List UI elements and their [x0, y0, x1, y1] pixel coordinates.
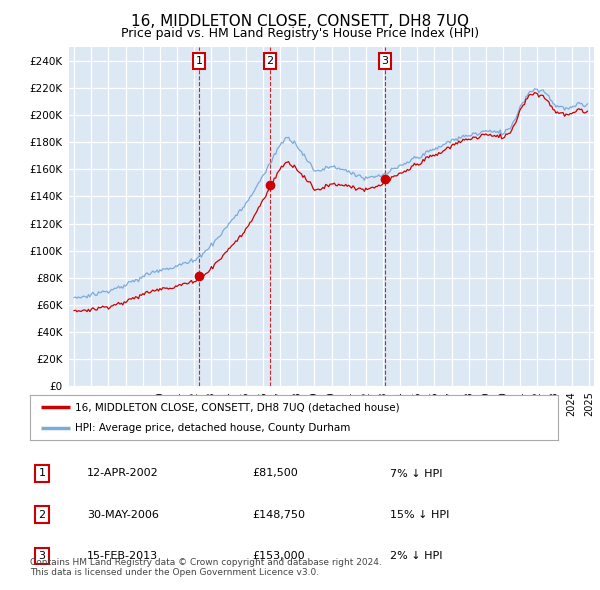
- Text: 2% ↓ HPI: 2% ↓ HPI: [390, 551, 443, 561]
- Text: 12-APR-2002: 12-APR-2002: [87, 468, 159, 478]
- Text: 16, MIDDLETON CLOSE, CONSETT, DH8 7UQ (detached house): 16, MIDDLETON CLOSE, CONSETT, DH8 7UQ (d…: [75, 402, 400, 412]
- Text: Contains HM Land Registry data © Crown copyright and database right 2024.
This d: Contains HM Land Registry data © Crown c…: [30, 558, 382, 577]
- Text: £81,500: £81,500: [252, 468, 298, 478]
- Text: 3: 3: [38, 551, 46, 561]
- Text: HPI: Average price, detached house, County Durham: HPI: Average price, detached house, Coun…: [75, 422, 350, 432]
- Text: 1: 1: [196, 56, 203, 65]
- Text: £153,000: £153,000: [252, 551, 305, 561]
- Text: 1: 1: [38, 468, 46, 478]
- Text: 30-MAY-2006: 30-MAY-2006: [87, 510, 159, 520]
- Text: 15% ↓ HPI: 15% ↓ HPI: [390, 510, 449, 520]
- Text: 2: 2: [266, 56, 274, 65]
- Text: £148,750: £148,750: [252, 510, 305, 520]
- Text: 16, MIDDLETON CLOSE, CONSETT, DH8 7UQ: 16, MIDDLETON CLOSE, CONSETT, DH8 7UQ: [131, 14, 469, 29]
- Text: 3: 3: [382, 56, 389, 65]
- Text: 15-FEB-2013: 15-FEB-2013: [87, 551, 158, 561]
- Text: Price paid vs. HM Land Registry's House Price Index (HPI): Price paid vs. HM Land Registry's House …: [121, 27, 479, 40]
- Text: 7% ↓ HPI: 7% ↓ HPI: [390, 468, 443, 478]
- Text: 2: 2: [38, 510, 46, 520]
